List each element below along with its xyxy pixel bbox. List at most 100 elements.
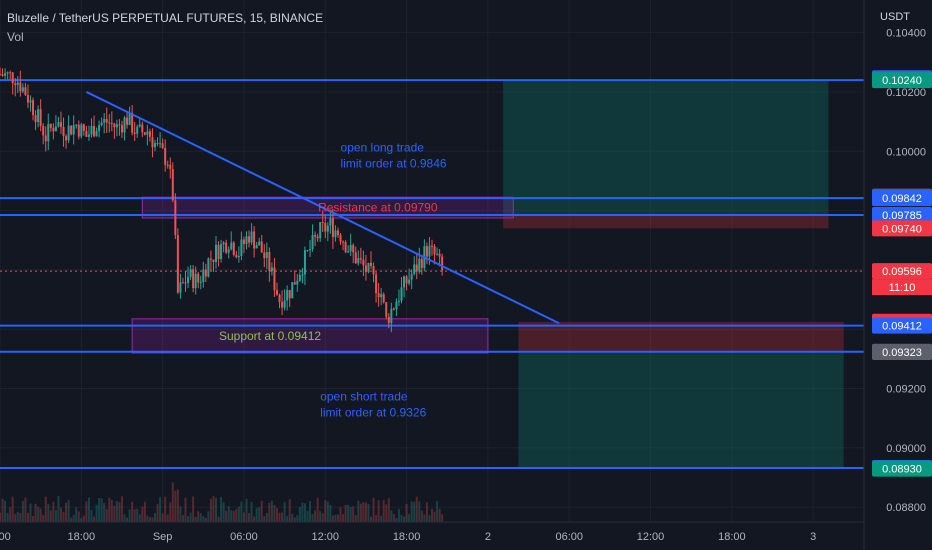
trendline-layer[interactable] xyxy=(85,91,560,325)
candle xyxy=(344,242,347,253)
volume-bars xyxy=(0,482,444,522)
candle xyxy=(176,235,179,293)
volume-bar xyxy=(42,515,45,522)
volume-bar xyxy=(67,499,70,522)
volume-bar xyxy=(209,498,212,522)
candle xyxy=(413,264,416,275)
volume-bar xyxy=(131,501,134,522)
horizontal-levels[interactable] xyxy=(0,79,864,470)
candle xyxy=(62,126,65,137)
volume-bar xyxy=(375,515,378,522)
candle xyxy=(194,273,197,289)
candle xyxy=(232,242,235,255)
time-tick-label: 06:00 xyxy=(230,531,258,543)
volume-bar xyxy=(16,511,19,522)
price-tick-label: 0.10200 xyxy=(886,87,926,99)
candle xyxy=(192,269,195,289)
time-tick-label: 18:00 xyxy=(393,531,421,543)
candle xyxy=(123,117,126,133)
volume-bar xyxy=(87,497,90,522)
volume-bar xyxy=(179,506,182,522)
candle xyxy=(420,258,423,268)
candle xyxy=(415,264,418,272)
candle xyxy=(4,73,7,76)
volume-bar xyxy=(47,503,50,522)
volume-bar xyxy=(242,512,245,522)
candle xyxy=(268,252,271,272)
volume-bar xyxy=(212,496,215,522)
candle xyxy=(301,274,304,276)
candle xyxy=(110,123,113,125)
candle xyxy=(29,100,32,103)
candle xyxy=(314,234,317,237)
volume-bar xyxy=(260,500,263,522)
volume-bar xyxy=(141,506,144,522)
volume-bar xyxy=(367,503,370,522)
volume-bar xyxy=(291,513,294,522)
candle xyxy=(331,218,334,238)
volume-bar xyxy=(220,497,223,522)
volume-bar xyxy=(286,515,289,522)
volume-legend-label[interactable]: Vol xyxy=(7,30,24,44)
candle xyxy=(32,100,35,116)
volume-bar xyxy=(334,514,337,522)
candle xyxy=(47,123,50,142)
short-position-target xyxy=(518,351,844,469)
candle xyxy=(306,250,309,252)
candle xyxy=(77,124,80,137)
volume-bar xyxy=(176,489,179,522)
candle xyxy=(199,281,202,283)
candle xyxy=(67,125,70,141)
volume-bar xyxy=(395,517,398,522)
volume-bar xyxy=(120,496,123,522)
volume-bar xyxy=(298,507,301,522)
candle xyxy=(367,262,370,273)
candle xyxy=(207,258,210,277)
price-axis[interactable]: 0.104000.102000.100000.098000.096000.094… xyxy=(863,0,932,550)
candle xyxy=(283,300,286,308)
candle xyxy=(245,236,248,244)
candle xyxy=(220,244,223,260)
time-tick-label: 12:00 xyxy=(312,531,340,543)
time-tick-label: 2 xyxy=(485,531,491,543)
candle xyxy=(385,302,388,317)
position-tools[interactable] xyxy=(503,80,844,469)
candle xyxy=(159,143,162,145)
volume-bar xyxy=(82,515,85,522)
price-tag xyxy=(872,220,932,237)
price-zones[interactable] xyxy=(131,196,514,354)
volume-bar xyxy=(281,512,284,522)
annotations: Resistance at 0.09790 Support at 0.09412 o… xyxy=(219,140,447,419)
candle xyxy=(187,276,190,283)
candle xyxy=(347,251,350,253)
volume-bar xyxy=(39,508,42,522)
volume-bar xyxy=(418,501,421,522)
time-tick-label: 06:00 xyxy=(555,531,583,543)
candle xyxy=(270,267,273,272)
symbol-title[interactable]: Bluzelle / TetherUS PERPETUAL FUTURES, 1… xyxy=(7,11,324,25)
candle xyxy=(19,82,22,92)
candle xyxy=(146,131,149,135)
volume-bar xyxy=(133,509,136,522)
candle xyxy=(59,122,62,127)
price-tick-label: 0.09200 xyxy=(886,384,926,396)
candle xyxy=(364,265,367,273)
long-trade-note-line: open long trade xyxy=(341,140,425,154)
candle xyxy=(136,126,139,134)
volume-bar xyxy=(423,514,426,522)
price-tick-label: 0.09000 xyxy=(886,443,926,455)
candle xyxy=(410,274,413,280)
candle xyxy=(52,127,55,132)
time-axis[interactable]: 2:00 18:00 Sep 06:00 12:00 18:00 2 06:00 12:00 18… xyxy=(0,521,932,550)
volume-bar xyxy=(263,516,266,522)
candle xyxy=(1,74,4,76)
price-tag xyxy=(872,207,932,224)
volume-bar xyxy=(54,510,57,522)
candle xyxy=(372,265,375,275)
volume-bar xyxy=(156,504,159,522)
volume-bar xyxy=(390,510,393,522)
price-tick-label: 0.10000 xyxy=(886,146,926,158)
volume-bar xyxy=(1,498,4,522)
candle xyxy=(222,242,225,245)
